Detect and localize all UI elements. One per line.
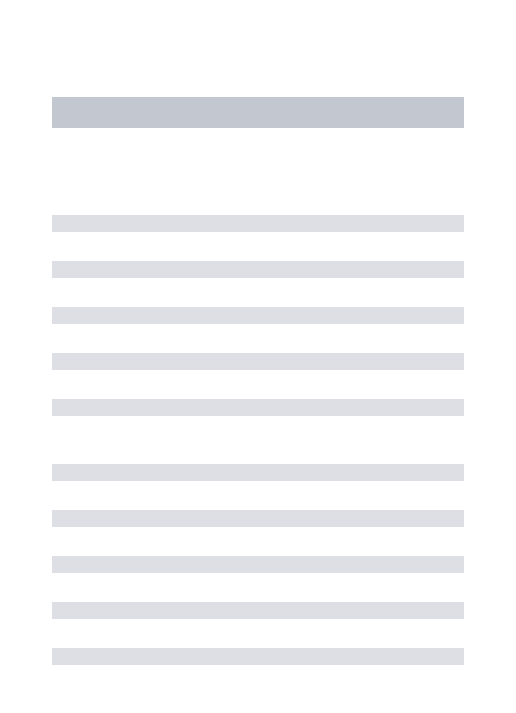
skeleton-line bbox=[52, 602, 464, 619]
skeleton-line bbox=[52, 648, 464, 665]
skeleton-container bbox=[0, 0, 516, 665]
skeleton-line bbox=[52, 510, 464, 527]
skeleton-line bbox=[52, 307, 464, 324]
skeleton-section bbox=[52, 464, 464, 665]
skeleton-line bbox=[52, 556, 464, 573]
skeleton-line bbox=[52, 353, 464, 370]
skeleton-section bbox=[52, 215, 464, 416]
skeleton-line bbox=[52, 464, 464, 481]
skeleton-sections bbox=[52, 215, 464, 665]
skeleton-line bbox=[52, 215, 464, 232]
skeleton-header-bar bbox=[52, 97, 464, 128]
skeleton-line bbox=[52, 399, 464, 416]
skeleton-line bbox=[52, 261, 464, 278]
